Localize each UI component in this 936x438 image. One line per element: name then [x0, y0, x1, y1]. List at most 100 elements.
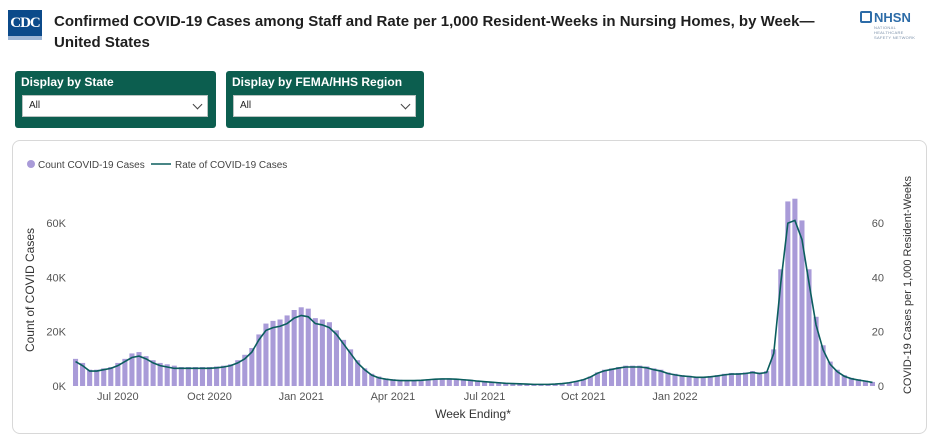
y-axis-right-title: COVID-19 Cases per 1,000 Resident-Weeks	[902, 175, 914, 394]
bar	[764, 371, 770, 386]
bar	[94, 369, 100, 386]
bar	[587, 376, 593, 386]
bar	[439, 378, 445, 386]
bar	[185, 367, 191, 386]
bar	[855, 379, 861, 386]
bar	[869, 381, 876, 386]
y-tick-label: 0K	[53, 381, 67, 393]
region-filter-panel: Display by FEMA/HHS Region All	[226, 71, 424, 128]
bar	[298, 307, 304, 386]
y-tick-label-right: 0	[878, 381, 884, 393]
bar	[291, 310, 297, 386]
bar	[771, 349, 777, 386]
x-tick-label: Oct 2021	[561, 391, 606, 403]
bar-series	[72, 198, 876, 386]
bar	[319, 319, 325, 386]
bar	[362, 368, 368, 386]
bar	[171, 365, 177, 386]
x-axis: Jul 2020 Oct 2020 Jan 2021 Apr 2021 Jul 2021…	[97, 391, 698, 403]
bar	[101, 368, 107, 386]
bar	[129, 353, 135, 386]
bar	[552, 383, 558, 386]
bar	[355, 360, 361, 386]
bar	[404, 380, 410, 386]
region-filter-label: Display by FEMA/HHS Region	[232, 75, 403, 89]
bar	[573, 381, 579, 386]
bar	[242, 354, 248, 386]
bar	[778, 269, 784, 386]
bar	[834, 369, 840, 386]
nhsn-logo-subtext: NATIONAL HEALTHCARE SAFETY NETWORK	[874, 25, 916, 40]
bar	[616, 367, 622, 386]
bar	[700, 376, 706, 386]
region-select[interactable]: All	[233, 95, 416, 117]
bar	[221, 365, 227, 386]
bar	[742, 372, 749, 386]
bar	[665, 372, 671, 386]
bar	[383, 378, 389, 386]
bar	[453, 378, 459, 386]
bar	[460, 379, 466, 386]
legend-item-count: Count COVID-19 Cases	[38, 160, 145, 171]
bar	[164, 364, 170, 386]
bar	[474, 380, 481, 386]
bar	[686, 375, 692, 386]
bar	[143, 356, 149, 386]
bar	[728, 372, 734, 386]
bar	[496, 382, 502, 386]
bar	[707, 375, 713, 386]
bar	[312, 318, 318, 386]
bar	[651, 368, 657, 386]
bar	[206, 367, 213, 386]
bar	[517, 383, 523, 386]
bar	[418, 379, 424, 386]
bar	[862, 380, 868, 386]
bar	[813, 316, 819, 386]
state-select-value: All	[29, 100, 41, 111]
bar	[594, 372, 600, 386]
bar	[714, 375, 720, 386]
bar	[249, 348, 255, 386]
x-tick-label: Oct 2020	[187, 391, 232, 403]
bar	[235, 360, 241, 386]
region-select-value: All	[240, 100, 252, 111]
y-axis-left: 0K 20K 40K 60K	[46, 218, 66, 393]
y-tick-label: 40K	[46, 272, 66, 284]
bar	[489, 381, 495, 386]
bar	[256, 334, 262, 386]
bar	[827, 361, 833, 386]
state-select[interactable]: All	[22, 95, 208, 117]
bar	[376, 376, 382, 386]
y-tick-label: 20K	[46, 327, 66, 339]
bar	[199, 367, 206, 386]
x-axis-title: Week Ending*	[435, 407, 511, 421]
bar	[136, 352, 142, 386]
x-tick-label: Jul 2021	[464, 391, 506, 403]
y-tick-label-right: 60	[872, 218, 884, 230]
bar	[559, 383, 565, 386]
page-title: Confirmed COVID-19 Cases among Staff and…	[54, 13, 815, 51]
bar	[369, 373, 375, 386]
y-tick-label: 60K	[46, 218, 66, 230]
bar	[411, 380, 417, 386]
bar	[390, 379, 396, 386]
bar	[721, 373, 727, 386]
bar	[630, 365, 636, 386]
bar	[80, 362, 86, 386]
bar	[397, 379, 403, 386]
bar	[192, 367, 198, 386]
state-filter-label: Display by State	[21, 75, 114, 89]
bar	[277, 319, 283, 386]
bar	[467, 379, 474, 386]
legend-item-rate: Rate of COVID-19 Cases	[175, 160, 287, 171]
bar	[693, 376, 699, 386]
bar	[580, 379, 586, 386]
state-filter-panel: Display by State All	[15, 71, 216, 128]
bar	[841, 375, 847, 386]
y-tick-label-right: 20	[872, 327, 884, 339]
bar	[566, 382, 572, 386]
bar	[510, 383, 516, 386]
bar	[333, 330, 340, 386]
bar	[214, 366, 220, 386]
